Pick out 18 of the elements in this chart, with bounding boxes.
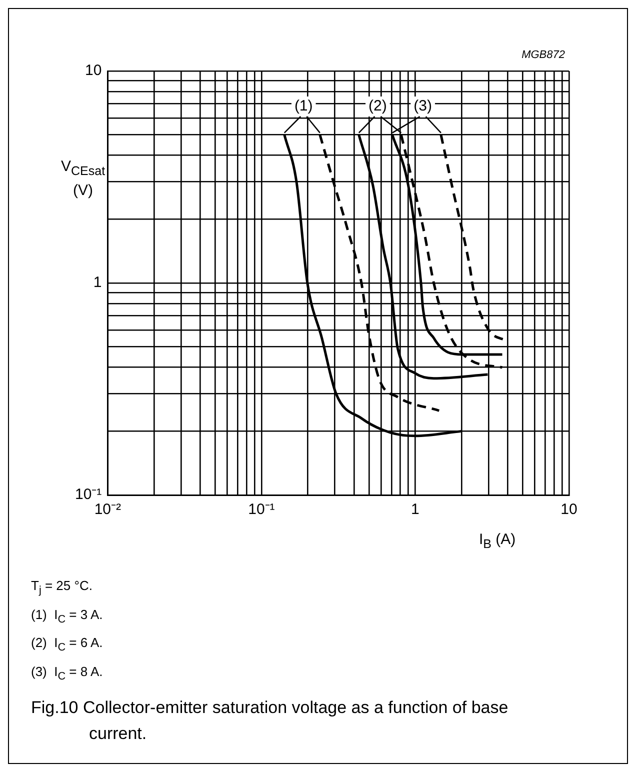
text: (2) I$_{C}$ = 6 A. [31, 634, 103, 656]
x-tick-label: 10⁻¹ [248, 501, 275, 518]
annotation: (3) [414, 98, 432, 115]
x-axis-title: I$_{B}$ (A) [479, 531, 516, 551]
annotation: (2) [368, 98, 387, 115]
y-tick-label: 1 [93, 274, 102, 292]
text: MGB872 [522, 49, 565, 61]
y-tick-label: 10⁻¹ [74, 486, 102, 504]
x-tick-label: 10 [560, 501, 578, 518]
y-axis-title: V$_{CEsat}$ (V) [59, 157, 108, 201]
caption: Fig.10 Collector-emitter saturation voltage as a function of base current. [31, 697, 510, 745]
y-tick-label: 10 [84, 62, 102, 80]
x-tick-label: 10⁻² [94, 501, 122, 518]
annotation: (1) [294, 98, 313, 115]
x-tick-label: 1 [411, 501, 420, 518]
text: (3) I$_{C}$ = 8 A. [31, 662, 103, 684]
text: (1) I$_{C}$ = 3 A. [31, 606, 103, 628]
text: T$_{j}$ = 25 °C. [31, 577, 94, 599]
